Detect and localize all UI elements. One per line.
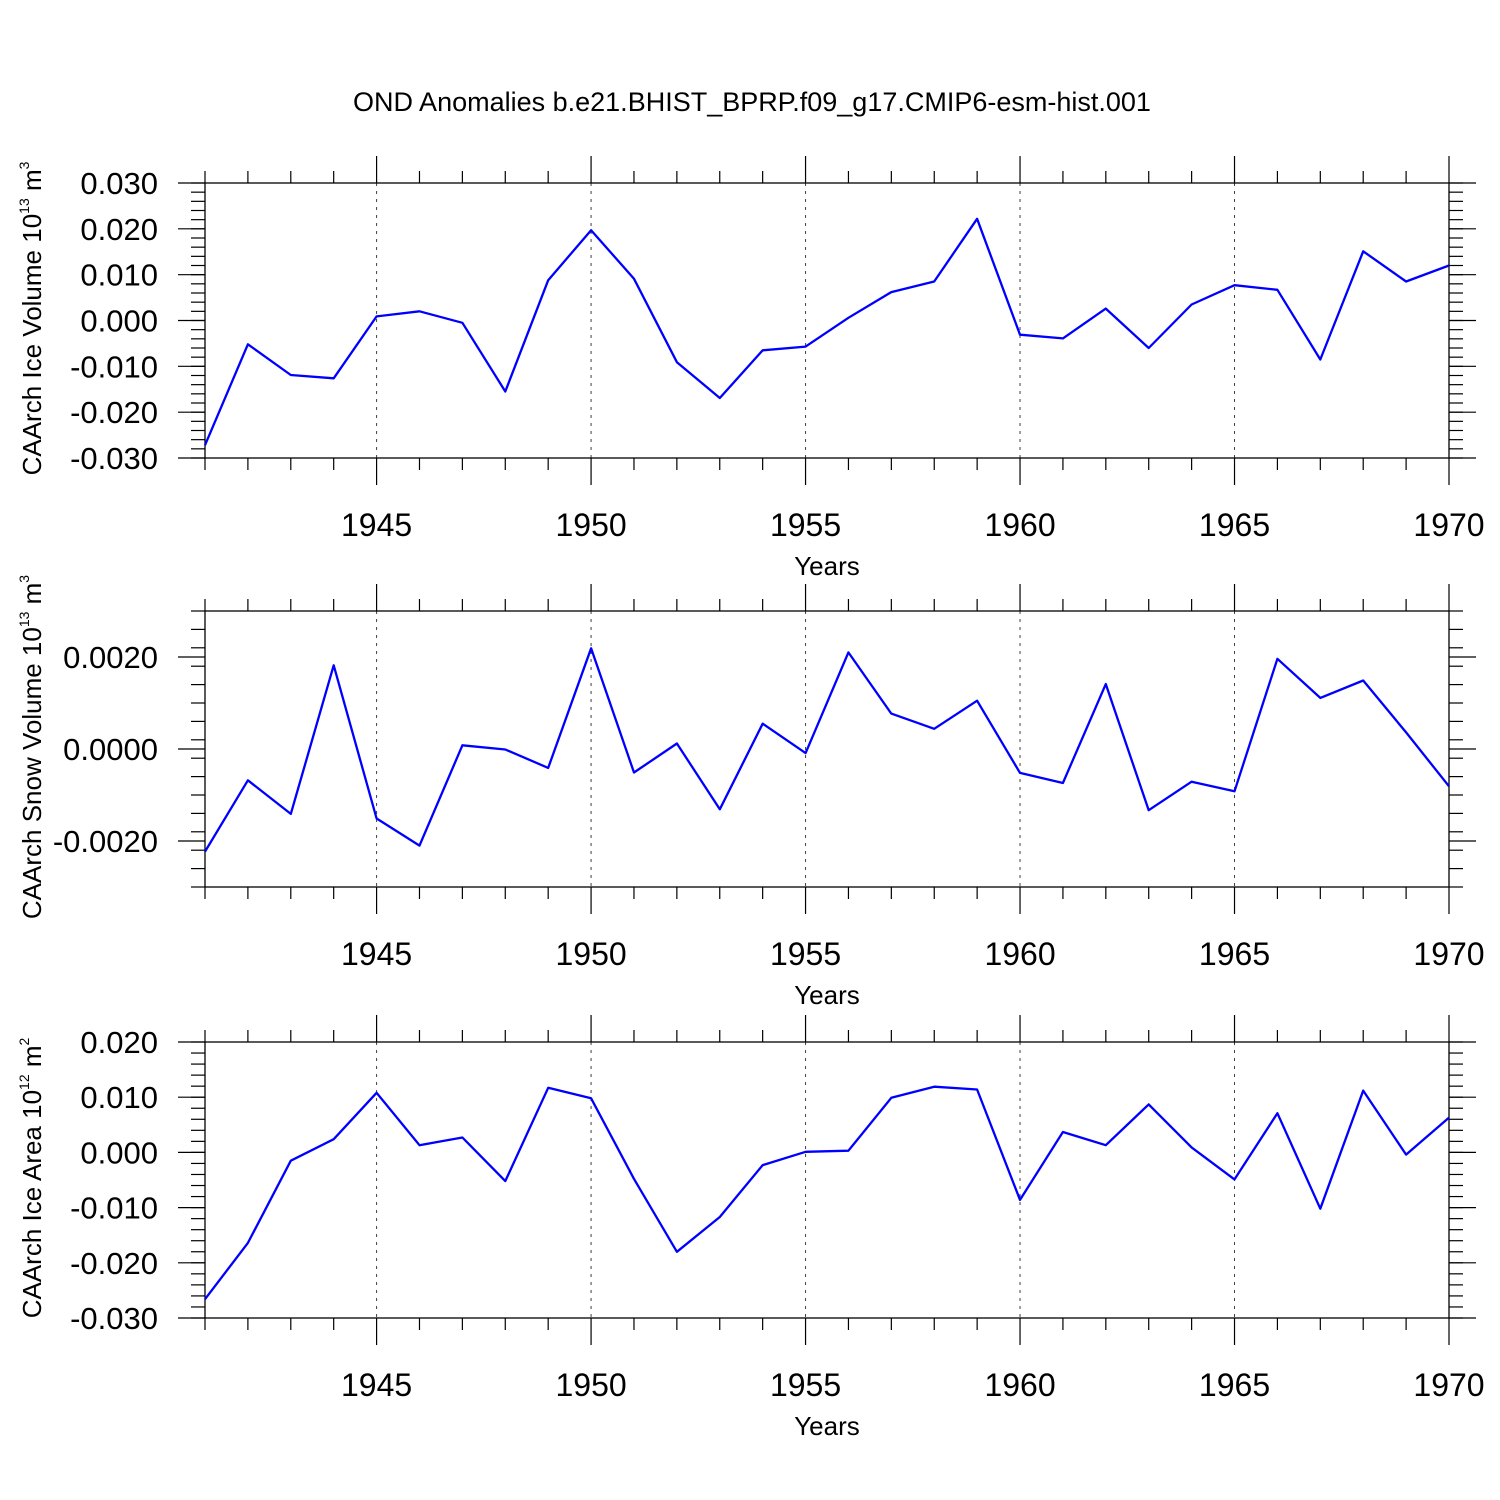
xtick-label: 1970 [1413,507,1484,543]
y-axis-label-unit: m [17,1045,47,1074]
xtick-label: 1970 [1413,1367,1484,1403]
xtick-label: 1945 [341,936,412,972]
x-axis-label: Years [794,1411,860,1441]
xtick-label: 1955 [770,936,841,972]
y-axis-label-exponent: 12 [16,1074,32,1090]
y-axis-label-exponent: 13 [16,198,32,214]
series-line-3 [204,1085,1450,1300]
ytick-label: 0.000 [80,1135,158,1170]
figure-title: OND Anomalies b.e21.BHIST_BPRP.f09_g17.C… [353,87,1151,117]
x-axis-label: Years [794,980,860,1010]
series-line-1 [203,217,1450,446]
y-axis-label-exponent: 13 [16,611,32,627]
panel-3: -0.030 -0.020 -0.010 0.000 0.010 0.020 1945 195… [16,1015,1485,1441]
series-line-2 [204,647,1450,853]
ytick-label: 0.030 [80,166,158,201]
ytick-label: 0.0000 [63,732,158,767]
xtick-label: 1965 [1199,936,1270,972]
plot-frame [204,610,1450,888]
ytick-label: 0.000 [80,304,158,339]
x-axis-label: Years [794,551,860,581]
xtick-label: 1960 [984,507,1055,543]
xtick-label: 1970 [1413,936,1484,972]
xtick-label: 1950 [555,1367,626,1403]
y-axis-label-unit-exponent: 3 [16,161,32,169]
ytick-label: -0.020 [70,1246,158,1281]
plot-frame [204,182,1450,459]
y-axis-label-unit: m [17,583,47,612]
ytick-label: -0.030 [70,441,158,476]
y-axis-label: CAArch Ice Area 1012 m2 [16,1037,47,1318]
xtick-label: 1965 [1199,1367,1270,1403]
y-axis-label-text: CAArch Ice Volume 10 [17,214,47,476]
ytick-label: 0.020 [80,212,158,247]
xtick-label: 1945 [341,507,412,543]
y-axis-label-unit-exponent: 2 [16,1037,32,1045]
xtick-label: 1950 [555,936,626,972]
plot-frame [204,1041,1450,1319]
xtick-label: 1955 [770,1367,841,1403]
xtick-label: 1945 [341,1367,412,1403]
ytick-label: 0.0020 [63,640,158,675]
ytick-label: -0.010 [70,349,158,384]
xtick-label: 1960 [984,1367,1055,1403]
y-axis-label-text: CAArch Snow Volume 10 [17,627,47,919]
ytick-label: -0.020 [70,395,158,430]
panel-2: -0.0020 0.0000 0.0020 1945 1950 1955 1960 1965 1… [16,575,1485,1010]
xtick-label: 1965 [1199,507,1270,543]
ytick-label: -0.010 [70,1191,158,1226]
xtick-label: 1960 [984,936,1055,972]
y-axis-label: CAArch Ice Volume 1013 m3 [16,161,47,475]
ytick-label: 0.020 [80,1025,158,1060]
ytick-label: 0.010 [80,1080,158,1115]
panels-group: -0.030 -0.020 -0.010 0.000 0.010 0.020 0.030 19… [16,156,1485,1441]
ytick-label: 0.010 [80,258,158,293]
panel-1: -0.030 -0.020 -0.010 0.000 0.010 0.020 0.030 19… [16,156,1485,581]
y-axis-label-text: CAArch Ice Area 10 [17,1090,47,1318]
y-axis-label-unit-exponent: 3 [16,575,32,583]
y-axis-label-unit: m [17,169,47,198]
xtick-label: 1950 [555,507,626,543]
xtick-label: 1955 [770,507,841,543]
ytick-label: -0.0020 [53,824,158,859]
ytick-label: -0.030 [70,1301,158,1336]
y-axis-label: CAArch Snow Volume 1013 m3 [16,575,47,919]
